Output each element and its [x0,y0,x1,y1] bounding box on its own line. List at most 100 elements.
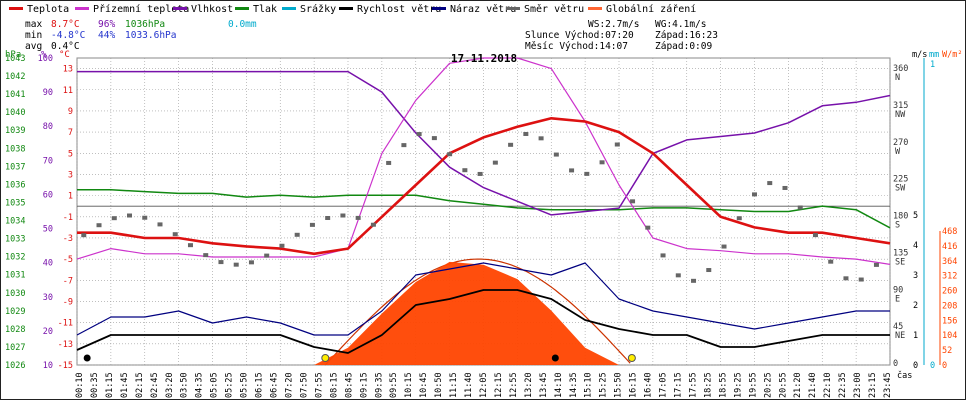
axis-time-tick: 18:55 [718,372,728,398]
axis-c-tick: -5 [63,255,73,265]
wind-direction-point [873,262,879,267]
wind-direction-point [447,152,453,157]
axis-time-tick: 15:50 [614,372,624,398]
wind-direction-point [401,143,407,148]
series-wind-speed [76,289,890,354]
stat-min-press: 1033.6hPa [125,30,176,41]
wind-direction-point [691,278,697,283]
axis-wm2-tick: 208 [942,301,957,311]
wind-direction-point [538,136,544,141]
stat-avg-temp: 0.4°C [51,41,80,52]
legend-item: Směr větru [524,3,584,15]
axis-pct-unit: % [41,50,47,60]
stat-min-temp: -4.8°C [51,30,85,41]
axis-time-tick: 21:40 [808,372,818,398]
axis-c-tick: -15 [58,361,73,371]
axis-time-tick: 17:15 [674,372,684,398]
axis-time-tick: 03:20 [165,372,175,398]
info-sun-rise: Slunce Východ:07:20 [525,30,634,41]
legend-swatch [588,7,602,10]
axis-ms-tick: 4 [913,241,918,251]
stat-max-hum: 96% [98,19,115,30]
legend-item: Přízemní teplota [93,3,189,15]
wind-direction-point [187,243,193,248]
axis-time-tick: 05:25 [225,372,235,398]
axis-dir-tick: 315 [893,101,908,111]
axis-hpa-tick: 1026 [5,361,25,371]
axis-hpa-tick: 1031 [5,271,25,281]
axis-time-tick: 05:50 [240,372,250,398]
wind-direction-point [736,216,742,221]
info-moon-set: Západ:0:09 [655,41,712,52]
wind-direction-point [309,222,315,227]
series-wind-gust [76,262,890,336]
info-ws: WS:2.7m/s [588,19,639,30]
axis-time-tick: 23:00 [853,372,863,398]
wind-direction-point [858,277,864,282]
axis-hpa-tick: 1033 [5,235,25,245]
axis-dir-tick: 270 [893,138,908,148]
wind-direction-point [279,243,285,248]
radiation-area-fill [77,261,890,365]
axis-c-tick: -9 [63,297,73,307]
axis-pct-tick: 40 [43,259,53,269]
axis-time-tick: 16:40 [644,372,654,398]
wind-direction-point [614,142,620,147]
axis-time-tick: 09:15 [359,372,369,398]
axis-dir-tick: 135 [893,248,908,258]
axis-ms-tick: 3 [913,271,918,281]
wind-direction-point [386,160,392,165]
wind-direction-point [675,273,681,278]
axis-mm-tick: 0 [930,361,935,371]
legend-item: Rychlost větru [357,3,441,15]
wind-direction-point [523,131,529,136]
axis-time-tick: 22:10 [823,372,833,398]
axis-time-tick: 16:15 [629,372,639,398]
legend-item: Náraz větru [450,3,516,15]
axis-pct-tick: 50 [43,225,53,235]
legend-swatch [339,7,353,10]
axis-mm-tick: 1 [930,60,935,70]
axis-wm2-tick: 0 [942,361,947,371]
axis-dir-label: NE [895,331,905,341]
wind-direction-point [416,132,422,137]
wind-direction-point [127,213,133,218]
axis-dir-tick: 225 [893,175,908,185]
wind-direction-points [81,131,879,283]
axis-time-tick: 09:55 [389,372,399,398]
stat-max-press: 1036hPa [125,19,165,30]
axis-time-tick: 13:20 [524,372,534,398]
axis-ms-tick: 2 [913,301,918,311]
wind-direction-point [355,215,361,220]
wind-direction-point [767,181,773,186]
wind-direction-point [462,168,468,173]
axis-hpa-tick: 1041 [5,90,25,100]
axis-time-tick: 23:45 [883,372,893,398]
axis-dir-label: E [895,294,900,304]
wind-direction-point [142,215,148,220]
legend-swatch [75,7,89,10]
series-ground-temp [76,57,891,265]
radiation-theoretical-line [324,258,631,366]
axis-hpa-tick: 1037 [5,162,25,172]
axis-hpa-tick: 1039 [5,126,25,136]
radiation-area [77,258,890,366]
axis-pct-tick: 60 [43,190,53,200]
legend-swatch [506,7,520,10]
moon-rise-marker [551,354,559,362]
axis-time-tick: 12:15 [494,372,504,398]
axis-time-tick: 11:15 [449,372,459,398]
axis-hpa-tick: 1027 [5,343,25,353]
axis-pct-tick: 70 [43,156,53,166]
axis-hpa-tick: 1034 [5,217,25,227]
wind-direction-point [81,233,87,238]
axis-hpa-tick: 1040 [5,108,25,118]
axis-time-tick: 20:25 [763,372,773,398]
axis-dir-label: SE [895,257,905,267]
stat-min-label: min [25,30,42,41]
axis-time-label: čas [897,370,912,381]
axis-time-tick: 23:15 [868,372,878,398]
axis-dir-tick: 0 [893,359,898,369]
axis-time-tick: 13:45 [539,372,549,398]
axis-time-tick: 10:15 [404,372,414,398]
